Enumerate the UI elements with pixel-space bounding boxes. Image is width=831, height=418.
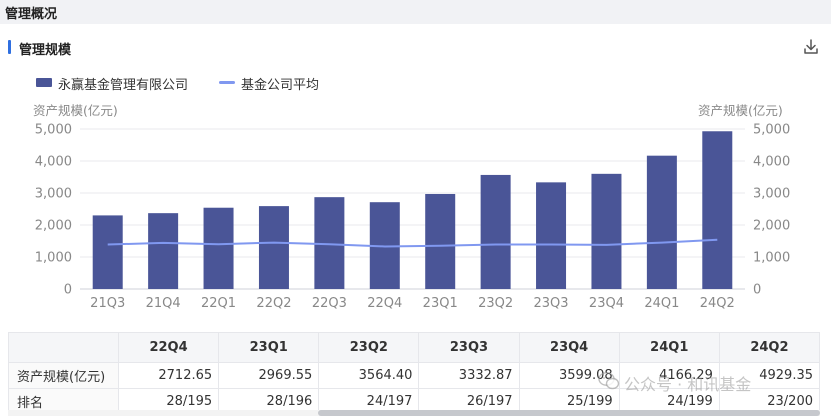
bar-22Q1: [203, 207, 234, 289]
x-tick-label: 22Q4: [367, 296, 402, 311]
y-tick-label-left: 2,000: [35, 219, 72, 234]
bar-23Q3: [536, 182, 567, 289]
bar-23Q4: [591, 173, 622, 289]
y-tick-label-right: 2,000: [753, 219, 790, 234]
table-cell: 3564.40: [318, 362, 420, 389]
table-col-header: 24Q2: [718, 332, 821, 363]
x-tick-label: 21Q3: [90, 296, 125, 311]
legend-label-average: 基金公司平均: [241, 78, 320, 93]
y-tick-label-right: 3,000: [753, 187, 790, 202]
table-cell: 3332.87: [418, 362, 520, 389]
section-header: 管理规模: [0, 36, 831, 60]
x-tick-label: 23Q2: [478, 296, 513, 311]
asset-scale-chart: 0 0 1,000 1,000 2,000 2,000 3,000 3,000 4,000 4,0…: [35, 123, 790, 312]
table-cell: 2712.65: [117, 362, 220, 389]
table-cell: 4166.29: [618, 362, 720, 389]
x-tick-label: 21Q4: [146, 296, 181, 311]
y-axis-left-title: 资产规模(亿元): [33, 103, 118, 118]
bar-21Q3: [92, 215, 123, 289]
table-cell: 2969.55: [218, 362, 320, 389]
table-header-row: 22Q4 23Q1 23Q2 23Q3 23Q4 24Q1 24Q2: [8, 332, 821, 363]
legend-swatch-line: [219, 81, 235, 84]
section-accent-bar: [8, 40, 11, 54]
y-tick-label-left: 3,000: [35, 187, 72, 202]
watermark-text: 公众号 · 和讯基金: [624, 375, 752, 394]
bar-23Q1: [425, 193, 456, 289]
y-tick-label-left: 1,000: [35, 251, 72, 266]
table-col-header: 23Q2: [318, 332, 420, 363]
table-col-header: 23Q3: [418, 332, 520, 363]
legend-label-company: 永赢基金管理有限公司: [58, 78, 189, 93]
x-tick-label: 22Q1: [201, 296, 236, 311]
wechat-icon: [598, 371, 620, 391]
y-axis-right-title: 资产规模(亿元): [698, 103, 783, 118]
y-tick-label-left: 0: [64, 283, 72, 298]
table-col-header: 23Q1: [218, 332, 320, 363]
x-tick-label: 22Q3: [312, 296, 347, 311]
x-tick-label: 23Q4: [589, 296, 624, 311]
bar-24Q2: [702, 131, 733, 289]
x-tick-label: 23Q1: [423, 296, 458, 311]
y-tick-label-right: 0: [753, 283, 761, 298]
horizontal-scrollbar-thumb[interactable]: [318, 410, 820, 416]
table-col-header: 24Q1: [618, 332, 720, 363]
x-tick-label: 24Q2: [700, 296, 735, 311]
section-title: 管理规模: [19, 43, 72, 58]
table-col-header: 22Q4: [117, 332, 220, 363]
row-label: 资产规模(亿元): [8, 362, 119, 389]
bar-24Q1: [646, 155, 677, 289]
x-tick-label: 24Q1: [644, 296, 679, 311]
table-cell: 4929.35: [718, 362, 821, 389]
x-tick-label: 23Q3: [534, 296, 569, 311]
legend-swatch-bar: [36, 78, 52, 87]
page-title: 管理概况: [5, 7, 58, 22]
table-corner: [8, 332, 119, 363]
y-tick-label-right: 1,000: [753, 251, 790, 266]
x-tick-label: 22Q2: [256, 296, 291, 311]
y-tick-label-left: 4,000: [35, 155, 72, 170]
table-col-header: 23Q4: [518, 332, 620, 363]
table-row-scale: 资产规模(亿元) 2712.65 2969.55 3564.40 3332.87…: [8, 362, 821, 389]
y-tick-label-right: 5,000: [753, 123, 790, 138]
line-average: [107, 238, 718, 248]
y-tick-label-right: 4,000: [753, 155, 790, 170]
download-icon[interactable]: [802, 38, 820, 56]
bar-21Q4: [148, 213, 179, 289]
bar-23Q2: [480, 174, 511, 289]
top-bar: 管理概况: [0, 0, 831, 24]
bar-22Q2: [258, 206, 289, 289]
y-tick-label-left: 5,000: [35, 123, 72, 138]
